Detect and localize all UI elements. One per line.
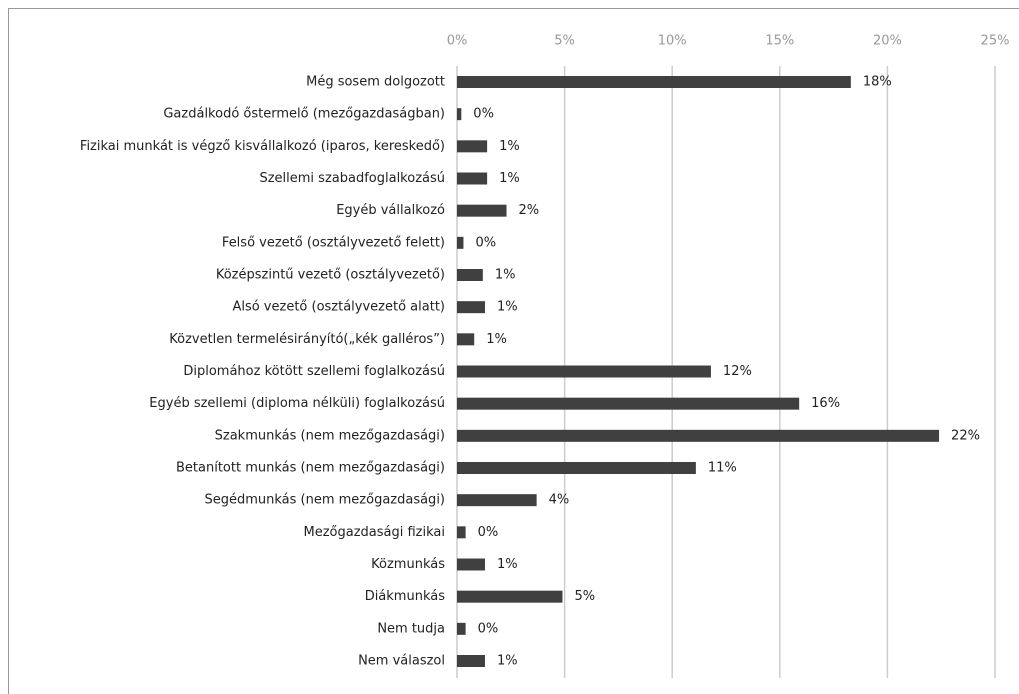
- data-label: 2%: [518, 203, 539, 218]
- data-label: 1%: [499, 139, 520, 154]
- data-label: 11%: [708, 461, 737, 476]
- data-label: 12%: [723, 364, 752, 379]
- data-label: 1%: [497, 300, 518, 315]
- y-tick-label: Betanított munkás (nem mezőgazdasági): [176, 461, 445, 476]
- y-tick-label: Középszintű vezető (osztályvezető): [216, 268, 445, 283]
- y-tick-label: Még sosem dolgozott: [306, 75, 445, 90]
- bar: [457, 204, 507, 217]
- bar: [457, 76, 851, 88]
- data-label: 1%: [497, 654, 518, 669]
- bar: [457, 429, 940, 442]
- y-tick-label: Mezőgazdasági fizikai: [304, 525, 446, 540]
- y-tick-label: Nem válaszol: [358, 654, 445, 669]
- bar: [457, 622, 466, 635]
- y-tick-label: Diplomához kötött szellemi foglalkozású: [183, 364, 445, 379]
- data-label: 18%: [863, 75, 892, 90]
- y-tick-label: Gazdálkodó őstermelő (mezőgazdaságban): [163, 107, 445, 122]
- bar: [457, 655, 485, 667]
- bar: [457, 494, 537, 507]
- x-tick-label: 25%: [981, 34, 1010, 49]
- x-tick-label: 0%: [447, 34, 468, 49]
- data-label: 1%: [499, 171, 520, 186]
- y-tick-label: Közmunkás: [371, 557, 445, 572]
- y-tick-label: Felső vezető (osztályvezető felett): [222, 235, 445, 250]
- data-label: 5%: [574, 589, 595, 604]
- x-tick-label: 5%: [554, 34, 575, 49]
- bar: [457, 172, 488, 185]
- data-label: 0%: [478, 621, 499, 636]
- data-label: 22%: [951, 428, 980, 443]
- chart-border: [8, 8, 1019, 694]
- y-tick-label: Közvetlen termelésirányító(„kék galléros…: [169, 332, 445, 347]
- bar: [457, 269, 483, 281]
- bar: [457, 301, 485, 314]
- bar: [457, 236, 464, 249]
- data-label: 1%: [497, 557, 518, 572]
- x-tick-label: 10%: [658, 34, 687, 49]
- y-tick-label: Segédmunkás (nem mezőgazdasági): [204, 493, 445, 508]
- bar: [457, 462, 696, 474]
- x-tick-label: 20%: [873, 34, 902, 49]
- data-label: 4%: [549, 493, 570, 508]
- bar: [457, 108, 462, 121]
- data-label: 16%: [811, 396, 840, 411]
- data-label: 0%: [475, 235, 496, 250]
- y-tick-label: Alsó vezető (osztályvezető alatt): [232, 300, 445, 315]
- y-tick-label: Szakmunkás (nem mezőgazdasági): [215, 428, 445, 443]
- bar: [457, 590, 563, 603]
- bar: [457, 140, 488, 153]
- bar: [457, 397, 800, 410]
- data-label: 0%: [478, 525, 499, 540]
- y-tick-label: Fizikai munkát is végző kisvállalkozó (i…: [80, 139, 445, 154]
- bar: [457, 558, 485, 571]
- y-tick-label: Egyéb szellemi (diploma nélküli) foglalk…: [149, 396, 445, 411]
- data-label: 0%: [473, 107, 494, 122]
- x-tick-label: 15%: [765, 34, 794, 49]
- y-tick-label: Diákmunkás: [365, 589, 446, 604]
- data-label: 1%: [495, 268, 516, 283]
- bar: [457, 333, 475, 346]
- y-tick-label: Szellemi szabadfoglalkozású: [259, 171, 445, 186]
- y-tick-label: Nem tudja: [377, 621, 445, 636]
- data-label: 1%: [486, 332, 507, 347]
- y-tick-label: Egyéb vállalkozó: [336, 203, 445, 218]
- bar: [457, 526, 466, 539]
- bar: [457, 365, 711, 378]
